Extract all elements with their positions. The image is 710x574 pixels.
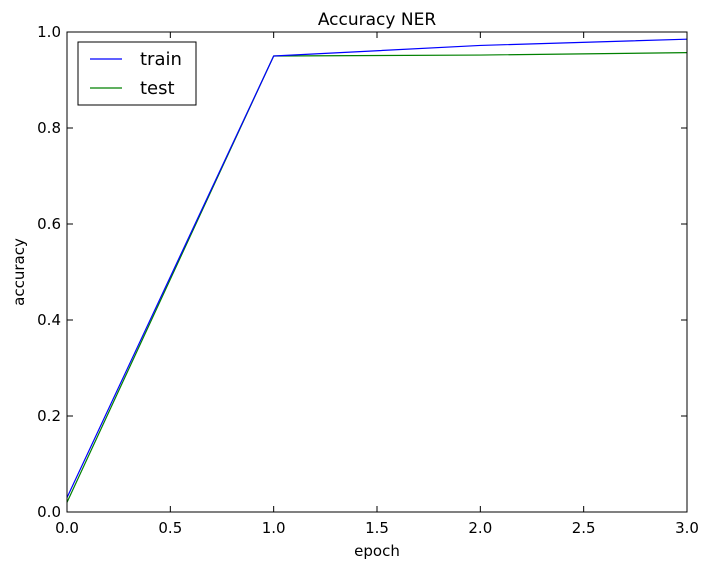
plot-area	[67, 32, 687, 512]
plot-background	[67, 32, 687, 512]
series-line-train	[66, 38, 688, 498]
series-layer	[66, 38, 688, 503]
y-tick-label: 0.8	[37, 119, 61, 137]
x-axis-label: epoch	[354, 542, 400, 560]
x-tick-label: 2.5	[572, 519, 596, 537]
legend-label-test: test	[140, 78, 175, 99]
y-tick-label: 1.0	[37, 23, 61, 41]
x-tick-label: 0.0	[55, 519, 79, 537]
y-axis-label: accuracy	[10, 238, 28, 306]
y-tick-label: 0.2	[37, 407, 61, 425]
y-tick-label: 0.4	[37, 311, 61, 329]
plot-frame	[66, 31, 688, 513]
x-tick-label: 0.5	[158, 519, 182, 537]
legend: train test	[77, 41, 197, 106]
legend-box	[77, 41, 197, 106]
x-tick-label: 1.5	[365, 519, 389, 537]
x-tick-label: 3.0	[675, 519, 699, 537]
series-line-test	[66, 52, 688, 503]
x-tick-label: 1.0	[262, 519, 286, 537]
legend-label-train: train	[140, 49, 182, 70]
axis-ticks: 0.0 0.5 1.0 1.5 2.0 2.5 3.0 0.0 0.2 0.4 0.6 0.8 1.0	[37, 23, 699, 537]
y-tick-label: 0.0	[37, 503, 61, 521]
chart-title: Accuracy NER	[318, 10, 436, 30]
y-tick-label: 0.6	[37, 215, 61, 233]
x-tick-label: 2.0	[468, 519, 492, 537]
